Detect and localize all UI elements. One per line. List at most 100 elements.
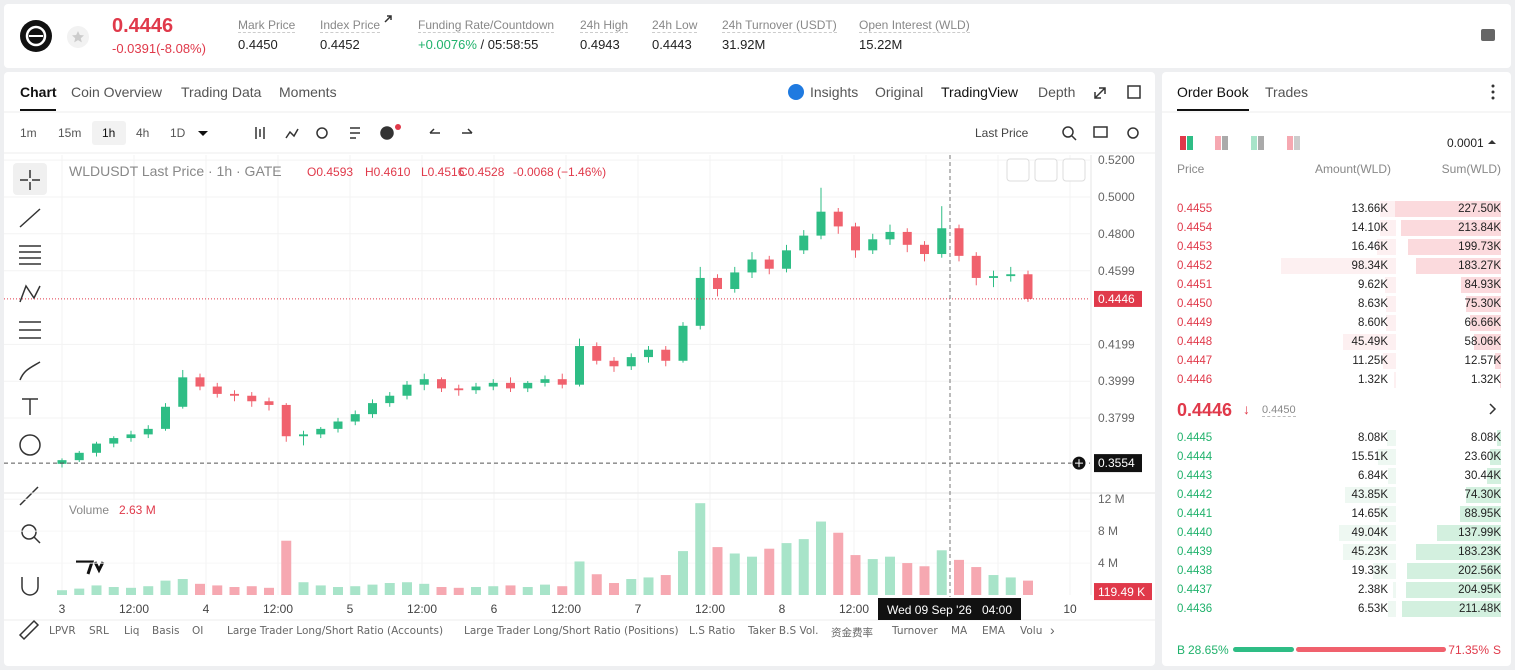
stat-label: 24h High: [580, 18, 629, 33]
book-icons[interactable]: [1180, 136, 1497, 415]
depth-bar: [1465, 296, 1501, 312]
ohlc-legend: H0.4610: [365, 165, 411, 179]
depth-bar: [1473, 334, 1501, 350]
volume-bar: [936, 550, 947, 595]
volume-legend: 2.63 M: [119, 503, 156, 517]
book-price: 0.4441: [1177, 508, 1213, 520]
last-price-label: 0.4446: [1098, 292, 1135, 306]
stat-label: 24h Turnover (USDT): [722, 18, 837, 33]
book-amount: 1.32K: [1357, 374, 1388, 386]
amount-bar: [1384, 277, 1396, 293]
volume-bar: [488, 586, 499, 595]
indicator[interactable]: LPVR: [49, 625, 76, 637]
indicator[interactable]: Taker B.S Vol.: [748, 625, 819, 637]
stat-value: 0.4450: [238, 37, 278, 52]
tab[interactable]: Depth: [1038, 84, 1076, 100]
pane-button[interactable]: [1034, 158, 1058, 182]
stat-label: Mark Price: [238, 18, 296, 33]
volume-bar: [643, 577, 654, 595]
pane-button[interactable]: [1006, 158, 1030, 182]
indicator[interactable]: L.S Ratio: [689, 625, 736, 637]
ohlc-legend: O0.4593: [307, 165, 354, 179]
indicator[interactable]: 资金费率: [831, 627, 873, 639]
stat-label: Funding Rate/Countdown: [418, 18, 555, 33]
volume-bar: [988, 575, 999, 595]
amount-bar: [1388, 468, 1396, 484]
volume-bar: [781, 543, 792, 595]
more: ›: [1050, 622, 1055, 638]
book-amount: 16.46K: [1351, 241, 1388, 253]
indicator[interactable]: Turnover: [892, 625, 938, 637]
indicator[interactable]: Liq: [124, 625, 140, 637]
book-tab[interactable]: Order Book: [1177, 84, 1249, 100]
x-tick-label: 10: [1063, 602, 1077, 616]
book-price: 0.4455: [1177, 203, 1213, 215]
candle-body: [488, 382, 498, 387]
indicator[interactable]: MA: [951, 625, 968, 637]
amount-bar: [1378, 506, 1396, 522]
price-source[interactable]: Last Price: [975, 126, 1029, 140]
book-price: 0.4443: [1177, 470, 1213, 482]
book-amount: 2.38K: [1357, 584, 1388, 596]
book-price: 0.4436: [1177, 603, 1213, 615]
stat-value: 31.92M: [722, 37, 765, 52]
indicator[interactable]: OI: [192, 625, 204, 637]
indicator[interactable]: Large Trader Long/Short Ratio (Positions…: [464, 625, 679, 637]
candle-body: [385, 395, 395, 404]
interval[interactable]: 4h: [136, 126, 150, 140]
tab[interactable]: Chart: [20, 84, 57, 100]
tab[interactable]: TradingView: [941, 84, 1019, 100]
volume-bar: [160, 580, 171, 595]
candle-body: [57, 460, 67, 464]
tab[interactable]: Coin Overview: [71, 84, 163, 100]
icon[interactable]: [1481, 29, 1495, 41]
indicator[interactable]: EMA: [982, 625, 1005, 637]
candle-body: [540, 379, 550, 383]
volume-bar: [281, 540, 292, 595]
indicator[interactable]: Basis: [152, 625, 180, 637]
candle-body: [575, 346, 584, 385]
interval[interactable]: 1D: [170, 126, 186, 140]
x-tick-label: 7: [635, 602, 642, 616]
buy-ratio: 28.65%: [1188, 643, 1229, 657]
indicator[interactable]: Large Trader Long/Short Ratio (Accounts): [227, 625, 444, 637]
chart: 3 12:00 4 12:00 5 12:00 6 12:00 7 12:00 8 12:00 10 0.…: [4, 155, 1155, 620]
indicator[interactable]: Volu: [1020, 625, 1043, 637]
amount-bar: [1343, 544, 1396, 560]
x-tick-label: 12:00: [263, 602, 293, 616]
tab[interactable]: Moments: [279, 84, 337, 100]
book-sum: 66.66K: [1464, 317, 1501, 329]
book-amount: 6.53K: [1357, 603, 1388, 615]
volume-bar: [505, 585, 516, 595]
volume-bar: [712, 547, 723, 595]
volume-bar: [833, 532, 844, 595]
amount-bar: [1338, 525, 1396, 541]
volume-title: Volume: [69, 503, 110, 517]
volume-bar: [471, 587, 481, 595]
book-sum: 30.44K: [1464, 470, 1501, 482]
amount-bar: [1380, 201, 1396, 217]
indicator[interactable]: SRL: [89, 625, 109, 637]
interval[interactable]: 1h: [102, 126, 116, 140]
volume-bar: [660, 575, 671, 595]
stat-value: 0.4452: [320, 37, 360, 52]
depth-bar: [1486, 468, 1501, 484]
candle-body: [74, 452, 84, 461]
tab[interactable]: Insights: [810, 84, 859, 100]
book-price: 0.4448: [1177, 336, 1213, 348]
pane-button[interactable]: [1062, 158, 1086, 182]
tab[interactable]: Original: [875, 84, 924, 100]
volume-bar: [678, 551, 688, 595]
candle-body: [281, 404, 291, 437]
volume-bar: [229, 587, 240, 595]
interval[interactable]: 15m: [58, 126, 82, 140]
depth-bar: [1497, 430, 1501, 446]
book-amount: 45.49K: [1351, 336, 1388, 348]
book-tab[interactable]: Trades: [1265, 84, 1309, 100]
toolbar-icons[interactable]: [255, 126, 1139, 141]
interval[interactable]: 1m: [20, 126, 37, 140]
header: [4, 4, 1511, 68]
candle-body: [161, 406, 170, 429]
drawing-tools[interactable]: [18, 170, 41, 641]
tab[interactable]: Trading Data: [181, 84, 262, 100]
